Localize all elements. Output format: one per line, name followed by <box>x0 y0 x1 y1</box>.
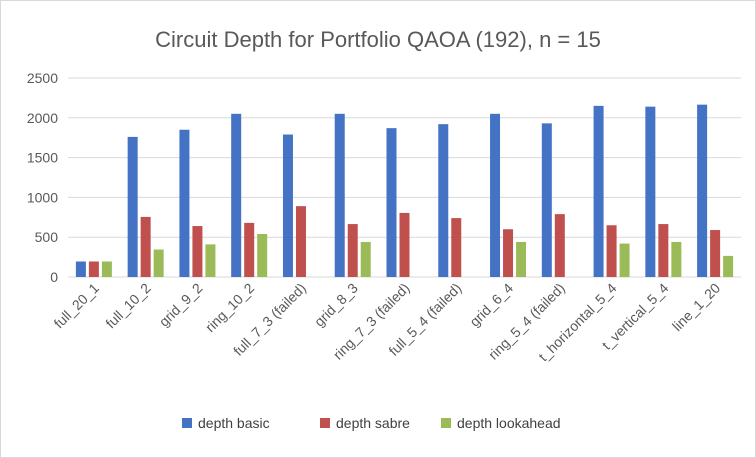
bar-depth-sabre-6 <box>399 212 410 277</box>
bar-depth-basic-0 <box>75 261 86 277</box>
bar-depth-lookahead-2 <box>205 244 216 277</box>
y-axis-ticks: 0 500 1000 1500 2000 2500 <box>27 70 58 285</box>
bar-depth-basic-10 <box>593 105 604 277</box>
legend-label-depth-sabre: depth sabre <box>336 415 410 431</box>
bar-depth-basic-1 <box>127 136 138 277</box>
bar-depth-sabre-4 <box>295 206 306 277</box>
bar-depth-lookahead-1 <box>153 249 164 277</box>
legend-label-depth-lookahead: depth lookahead <box>457 415 561 431</box>
x-tick-label: full_10_2 <box>102 280 154 332</box>
bar-depth-basic-7 <box>438 124 449 277</box>
chart-title: Circuit Depth for Portfolio QAOA (192), … <box>155 27 601 52</box>
bar-depth-sabre-10 <box>606 225 617 277</box>
bar-depth-lookahead-5 <box>360 241 371 277</box>
legend-label-depth-basic: depth basic <box>198 415 270 431</box>
bar-depth-basic-9 <box>541 123 552 277</box>
y-tick-label: 1000 <box>27 189 58 205</box>
y-tick-label: 0 <box>50 269 58 285</box>
x-tick-label: ring_10_2 <box>202 280 258 336</box>
bar-depth-sabre-5 <box>347 224 358 277</box>
bar-depth-lookahead-10 <box>619 243 630 277</box>
x-tick-label: full_20_1 <box>51 280 103 332</box>
bar-depth-basic-4 <box>282 134 293 277</box>
bar-depth-sabre-3 <box>244 222 255 277</box>
bar-depth-basic-3 <box>231 113 242 277</box>
bar-depth-sabre-12 <box>710 230 721 277</box>
bar-depth-sabre-2 <box>192 226 203 277</box>
bars <box>75 104 734 277</box>
bar-depth-sabre-0 <box>88 261 99 277</box>
legend: depth basic depth sabre depth lookahead <box>182 415 561 431</box>
bar-depth-lookahead-0 <box>101 261 112 277</box>
x-tick-label: grid_9_2 <box>156 280 206 330</box>
bar-depth-basic-6 <box>386 128 397 277</box>
x-tick-label: line_1_20 <box>669 280 723 334</box>
legend-swatch-depth-basic <box>182 418 192 428</box>
x-tick-label: grid_8_3 <box>311 280 361 330</box>
legend-swatch-depth-sabre <box>320 418 330 428</box>
bar-depth-lookahead-8 <box>516 241 527 277</box>
bar-depth-lookahead-11 <box>671 241 682 277</box>
x-tick-label: grid_6_4 <box>466 280 516 330</box>
bar-depth-sabre-1 <box>140 216 151 277</box>
bar-depth-sabre-11 <box>658 224 669 277</box>
bar-depth-sabre-7 <box>451 218 462 277</box>
bar-depth-basic-5 <box>334 113 345 277</box>
bar-depth-basic-12 <box>697 104 708 277</box>
bar-depth-basic-11 <box>645 106 656 277</box>
bar-depth-sabre-8 <box>503 229 514 277</box>
bar-depth-lookahead-12 <box>723 255 734 277</box>
y-tick-label: 2500 <box>27 70 58 86</box>
y-tick-label: 1500 <box>27 150 58 166</box>
legend-swatch-depth-lookahead <box>441 418 451 428</box>
bar-depth-lookahead-3 <box>257 234 268 277</box>
bar-depth-sabre-9 <box>554 214 565 277</box>
x-axis-ticks: full_20_1 full_10_2 grid_9_2ring_10_2full_… <box>51 280 724 365</box>
bar-depth-basic-8 <box>490 113 501 277</box>
bar-depth-basic-2 <box>179 129 190 277</box>
y-tick-label: 500 <box>35 229 59 245</box>
y-tick-label: 2000 <box>27 110 58 126</box>
